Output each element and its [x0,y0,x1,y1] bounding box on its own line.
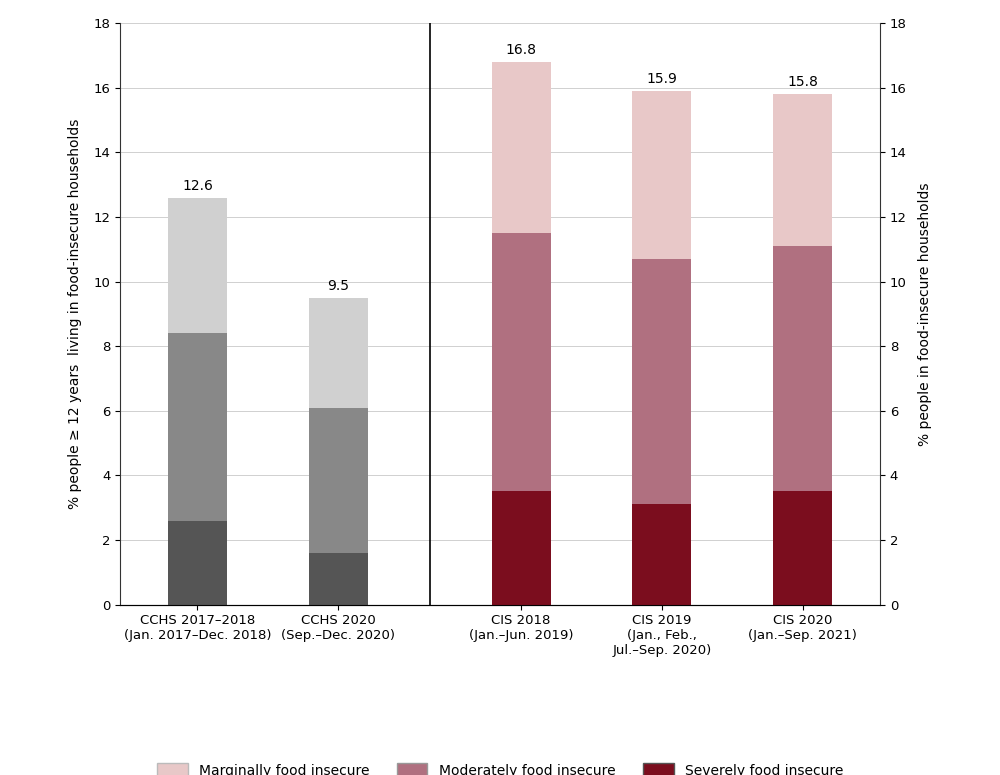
Bar [309,553,368,604]
Bar [309,408,368,553]
Y-axis label: % people in food-insecure households: % people in food-insecure households [918,182,932,446]
Bar [773,246,832,491]
Text: 15.9: 15.9 [646,72,677,86]
Text: 15.8: 15.8 [787,75,818,89]
Bar [492,62,551,233]
Bar [492,233,551,491]
Text: 12.6: 12.6 [182,179,213,193]
Bar [492,491,551,604]
Bar [168,333,227,521]
Bar [773,95,832,246]
Legend: Marginally food insecure, Moderately food insecure, Severely food insecure: Marginally food insecure, Moderately foo… [151,757,849,775]
Text: 9.5: 9.5 [327,279,349,293]
Text: 16.8: 16.8 [506,43,537,57]
Bar [168,198,227,333]
Bar [309,298,368,408]
Bar [168,521,227,604]
Bar [632,259,691,505]
Bar [632,91,691,259]
Y-axis label: % people ≥ 12 years  living in food-insecure households: % people ≥ 12 years living in food-insec… [68,119,82,509]
Bar [773,491,832,604]
Bar [632,505,691,604]
